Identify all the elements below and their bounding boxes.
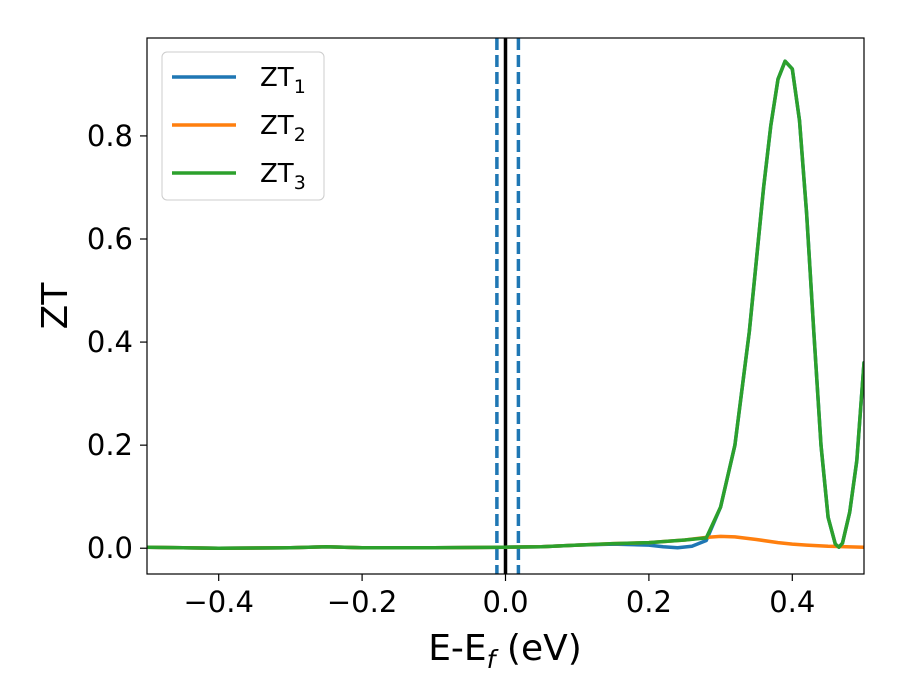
series-layer bbox=[147, 59, 864, 550]
y-tick-label: 0.4 bbox=[87, 325, 133, 359]
x-tick-label: 0.4 bbox=[769, 585, 815, 619]
legend-label-1: ZT1 bbox=[260, 63, 306, 98]
x-tick-label: −0.2 bbox=[327, 585, 397, 619]
y-tick-label: 0.2 bbox=[87, 428, 133, 462]
reference-lines bbox=[495, 38, 521, 574]
series-line-3 bbox=[147, 59, 864, 550]
x-tick-label: 0.0 bbox=[482, 585, 528, 619]
y-tick-label: 0.8 bbox=[87, 119, 133, 153]
legend-box bbox=[161, 51, 325, 201]
legend-label-3: ZT3 bbox=[260, 159, 306, 194]
x-tick-label: −0.4 bbox=[183, 585, 253, 619]
legend-label-2: ZT2 bbox=[260, 111, 306, 146]
y-axis-title: ZT bbox=[35, 282, 76, 330]
x-tick-label: 0.2 bbox=[626, 585, 672, 619]
x-axis-title: E-Ef (eV) bbox=[428, 628, 582, 674]
x-axis-ticks: −0.4 −0.2 0.0 0.2 0.4 bbox=[183, 574, 815, 619]
legend: ZT1 ZT2 ZT3 bbox=[161, 51, 325, 201]
y-tick-label: 0.0 bbox=[87, 531, 133, 565]
y-axis-ticks: 0.0 0.2 0.4 0.6 0.8 bbox=[87, 119, 147, 565]
y-tick-label: 0.6 bbox=[87, 222, 133, 256]
